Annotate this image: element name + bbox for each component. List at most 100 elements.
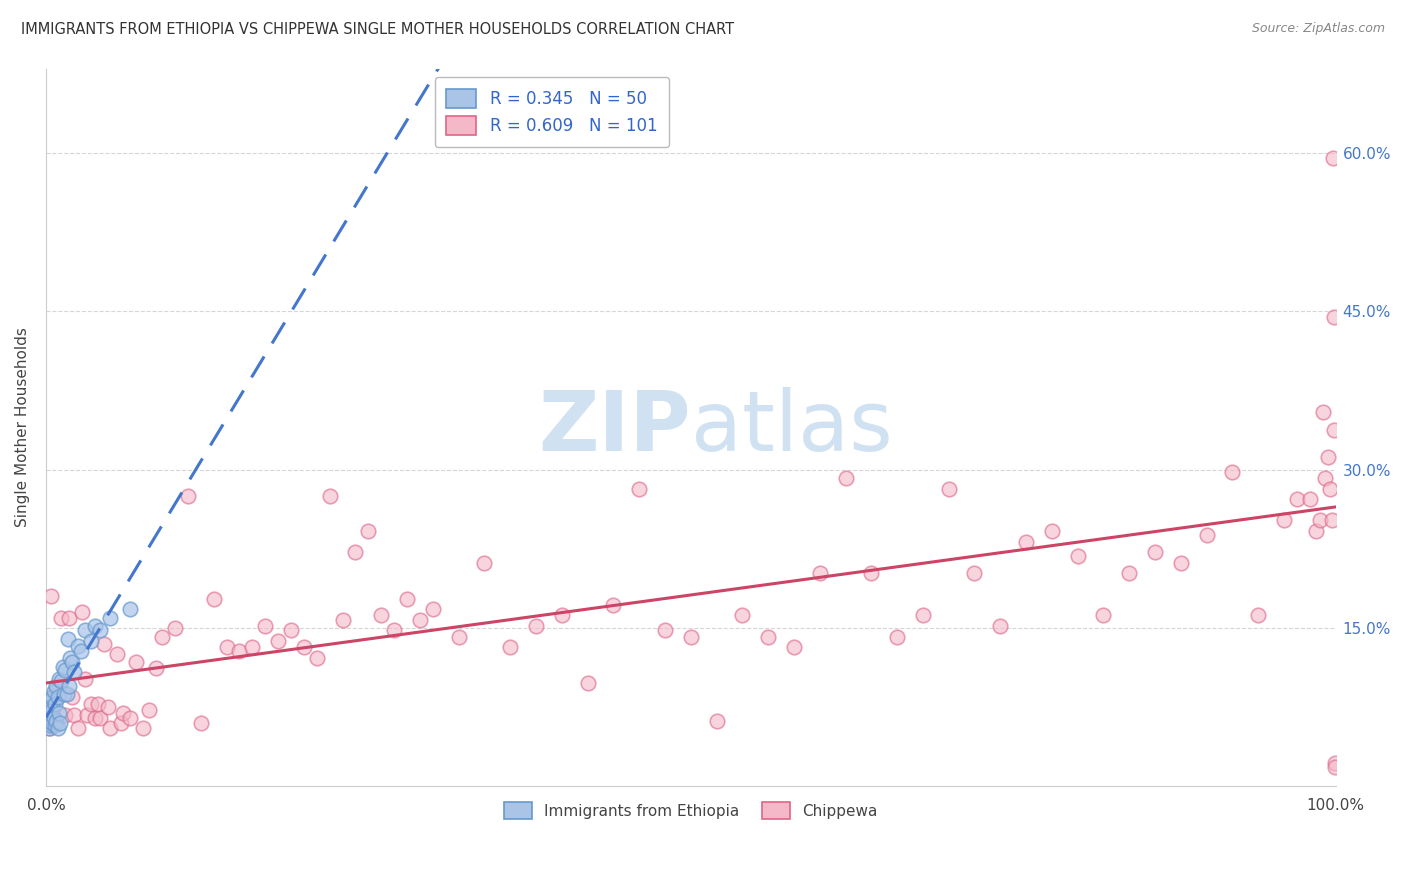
Point xyxy=(37,695,59,709)
Point xyxy=(39,706,62,720)
Point xyxy=(41,716,63,731)
Point xyxy=(80,633,103,648)
Point xyxy=(886,630,908,644)
Point xyxy=(60,655,83,669)
Point xyxy=(38,718,60,732)
Point xyxy=(100,610,122,624)
Point xyxy=(48,672,70,686)
Point xyxy=(41,699,63,714)
Point xyxy=(45,684,67,698)
Point xyxy=(357,524,380,538)
Point xyxy=(344,545,367,559)
Point xyxy=(58,679,80,693)
Point xyxy=(89,624,111,638)
Point xyxy=(70,605,93,619)
Point xyxy=(1066,549,1088,564)
Point xyxy=(202,591,225,606)
Point xyxy=(318,489,340,503)
Point xyxy=(1143,545,1166,559)
Point xyxy=(602,598,624,612)
Point xyxy=(163,621,186,635)
Point xyxy=(938,482,960,496)
Point xyxy=(1170,556,1192,570)
Point xyxy=(240,640,263,654)
Point xyxy=(38,697,60,711)
Point xyxy=(551,608,574,623)
Point xyxy=(53,687,76,701)
Point xyxy=(1092,608,1115,623)
Point xyxy=(73,672,96,686)
Point xyxy=(63,665,86,680)
Point xyxy=(474,556,496,570)
Point xyxy=(60,690,83,704)
Point xyxy=(45,714,67,728)
Point xyxy=(37,706,59,720)
Point xyxy=(51,610,73,624)
Point xyxy=(39,693,62,707)
Point xyxy=(1312,405,1334,419)
Point xyxy=(48,679,70,693)
Point xyxy=(48,706,70,720)
Point xyxy=(1305,524,1327,538)
Point xyxy=(97,700,120,714)
Point xyxy=(100,722,122,736)
Legend: Immigrants from Ethiopia, Chippewa: Immigrants from Ethiopia, Chippewa xyxy=(498,796,883,825)
Point xyxy=(1309,513,1331,527)
Point xyxy=(422,602,444,616)
Point xyxy=(93,637,115,651)
Point xyxy=(860,566,883,581)
Text: ZIP: ZIP xyxy=(538,387,690,468)
Point xyxy=(1324,760,1347,774)
Point xyxy=(447,630,470,644)
Point xyxy=(37,700,59,714)
Point xyxy=(41,690,63,704)
Point xyxy=(63,707,86,722)
Point xyxy=(524,619,547,633)
Point xyxy=(1015,534,1038,549)
Point xyxy=(628,482,651,496)
Point xyxy=(305,650,328,665)
Point xyxy=(41,707,63,722)
Point xyxy=(1195,528,1218,542)
Point xyxy=(41,700,63,714)
Point xyxy=(396,591,419,606)
Point xyxy=(37,711,59,725)
Point xyxy=(267,633,290,648)
Point xyxy=(177,489,200,503)
Point xyxy=(112,706,135,720)
Point xyxy=(228,644,250,658)
Point xyxy=(44,697,66,711)
Point xyxy=(150,630,173,644)
Point xyxy=(58,610,80,624)
Point xyxy=(499,640,522,654)
Point xyxy=(1040,524,1063,538)
Text: IMMIGRANTS FROM ETHIOPIA VS CHIPPEWA SINGLE MOTHER HOUSEHOLDS CORRELATION CHART: IMMIGRANTS FROM ETHIOPIA VS CHIPPEWA SIN… xyxy=(21,22,734,37)
Point xyxy=(988,619,1011,633)
Point xyxy=(1222,465,1244,479)
Point xyxy=(52,660,75,674)
Point xyxy=(131,722,153,736)
Point xyxy=(1315,471,1337,485)
Point xyxy=(67,639,90,653)
Point xyxy=(38,722,60,736)
Point xyxy=(42,690,65,704)
Point xyxy=(56,632,79,646)
Point xyxy=(45,679,67,693)
Point xyxy=(911,608,934,623)
Point xyxy=(1323,310,1346,324)
Point xyxy=(46,722,69,736)
Point xyxy=(37,707,59,722)
Point xyxy=(138,703,160,717)
Point xyxy=(756,630,779,644)
Point xyxy=(105,648,128,662)
Point xyxy=(1285,492,1308,507)
Point xyxy=(53,663,76,677)
Point xyxy=(254,619,277,633)
Point xyxy=(49,716,72,731)
Point xyxy=(39,711,62,725)
Point xyxy=(59,650,82,665)
Point xyxy=(1247,608,1270,623)
Point xyxy=(89,711,111,725)
Point xyxy=(1118,566,1140,581)
Point xyxy=(1323,423,1346,437)
